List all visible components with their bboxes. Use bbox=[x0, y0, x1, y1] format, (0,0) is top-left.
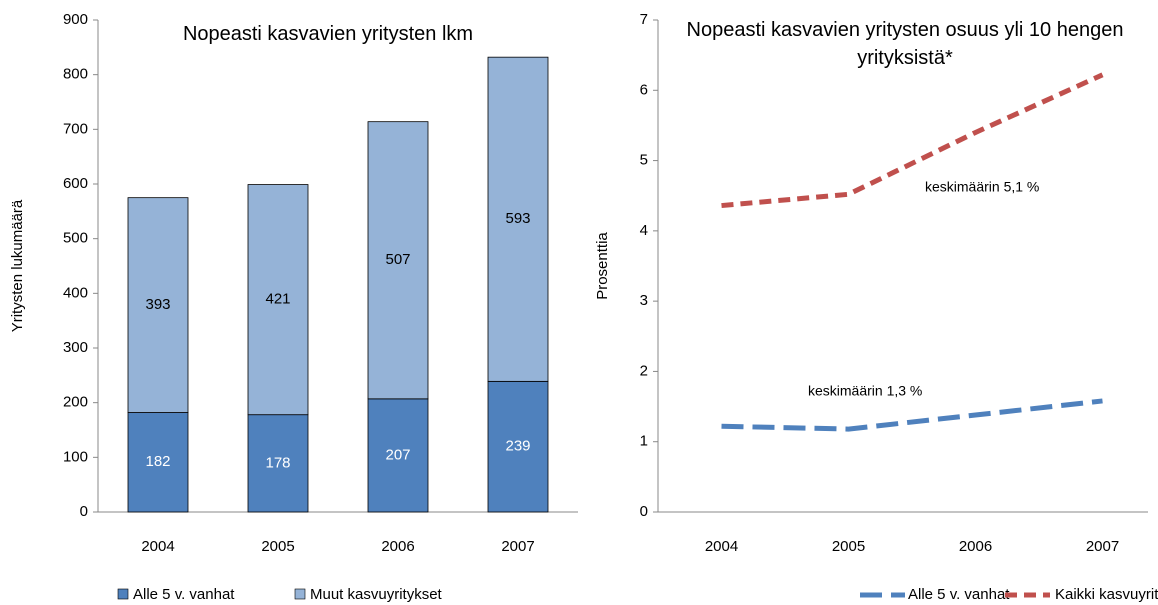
legend-label: Alle 5 v. vanhat bbox=[133, 586, 235, 603]
y-tick-label: 4 bbox=[640, 222, 648, 239]
y-tick-label: 6 bbox=[640, 81, 648, 98]
legend-label: Kaikki kasvuyritykset bbox=[1055, 586, 1158, 603]
annotation: keskimäärin 5,1 % bbox=[925, 179, 1039, 195]
data-label: 178 bbox=[265, 454, 290, 471]
data-label: 207 bbox=[385, 446, 410, 463]
chart-title: Nopeasti kasvavien yritysten lkm bbox=[182, 23, 474, 45]
y-axis-label: Yritysten lukumäärä bbox=[9, 199, 26, 332]
x-tick-label: 2007 bbox=[501, 538, 534, 555]
y-tick-label: 200 bbox=[63, 394, 88, 411]
y-tick-label: 0 bbox=[640, 503, 648, 520]
x-tick-label: 2004 bbox=[705, 538, 738, 555]
annotation: keskimäärin 1,3 % bbox=[808, 383, 922, 399]
y-tick-label: 500 bbox=[63, 230, 88, 247]
y-tick-label: 100 bbox=[63, 448, 88, 465]
legend-swatch bbox=[117, 588, 129, 600]
y-tick-label: 300 bbox=[63, 339, 88, 356]
bar-segment bbox=[127, 412, 189, 513]
y-tick-label: 0 bbox=[80, 503, 88, 520]
y-axis-label: Prosenttia bbox=[594, 232, 611, 300]
bar-segment bbox=[127, 197, 189, 413]
chart-title: Nopeasti kasvavien yritysten osuus yli 1… bbox=[686, 19, 1124, 69]
x-tick-label: 2006 bbox=[959, 538, 992, 555]
y-tick-label: 800 bbox=[63, 66, 88, 83]
data-label: 593 bbox=[505, 210, 530, 227]
y-tick-label: 2 bbox=[640, 362, 648, 379]
y-tick-label: 5 bbox=[640, 152, 648, 169]
data-label: 182 bbox=[145, 453, 170, 470]
legend-label: Alle 5 v. vanhat bbox=[908, 586, 1010, 603]
y-tick-label: 3 bbox=[640, 292, 648, 309]
x-tick-label: 2007 bbox=[1086, 538, 1119, 555]
bar-segment bbox=[247, 414, 309, 513]
y-tick-label: 1 bbox=[640, 433, 648, 450]
legend-label: Muut kasvuyritykset bbox=[310, 586, 443, 603]
data-label: 393 bbox=[145, 296, 170, 313]
bar-segment bbox=[247, 184, 309, 416]
data-label: 239 bbox=[505, 438, 530, 455]
bar-segment bbox=[487, 56, 549, 382]
line bbox=[721, 72, 1104, 209]
y-tick-label: 900 bbox=[63, 11, 88, 28]
data-label: 421 bbox=[265, 291, 290, 308]
x-tick-label: 2006 bbox=[381, 538, 414, 555]
x-tick-label: 2005 bbox=[261, 538, 294, 555]
x-tick-label: 2004 bbox=[141, 538, 174, 555]
y-tick-label: 700 bbox=[63, 120, 88, 137]
data-label: 507 bbox=[385, 251, 410, 268]
y-tick-label: 400 bbox=[63, 284, 88, 301]
legend-swatch bbox=[294, 588, 306, 600]
x-tick-label: 2005 bbox=[832, 538, 865, 555]
bar-segment bbox=[367, 121, 429, 400]
line bbox=[721, 398, 1103, 432]
y-tick-label: 7 bbox=[640, 11, 648, 28]
y-tick-label: 600 bbox=[63, 175, 88, 192]
